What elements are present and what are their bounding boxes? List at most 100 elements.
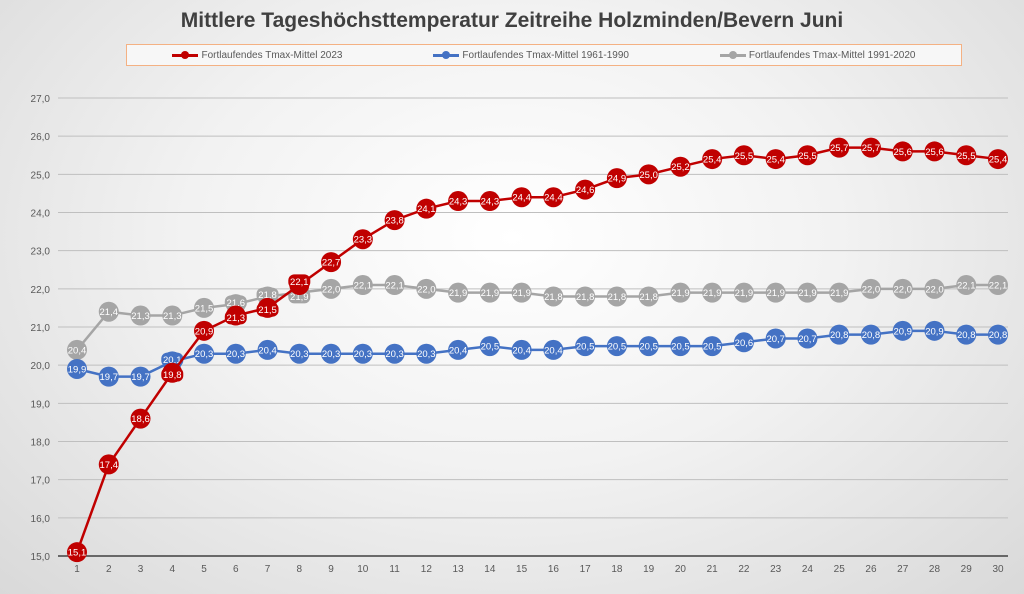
data-point — [860, 324, 881, 345]
data-point — [829, 282, 850, 303]
data-point — [924, 278, 945, 299]
data-point — [130, 305, 151, 326]
data-label: 21,5 — [258, 305, 277, 316]
data-label: 25,7 — [830, 143, 849, 154]
data-point — [702, 336, 723, 357]
data-label: 20,7 — [798, 334, 817, 345]
data-label: 20,5 — [608, 342, 627, 353]
data-label: 22,0 — [417, 284, 436, 295]
data-label: 20,8 — [862, 330, 881, 341]
data-label: 20,9 — [925, 326, 944, 337]
data-point — [194, 297, 215, 318]
x-tick-label: 11 — [389, 564, 400, 575]
data-label: 20,3 — [227, 349, 246, 360]
data-point — [352, 343, 373, 364]
data-point — [892, 320, 913, 341]
y-tick-label: 15,0 — [31, 552, 51, 563]
data-label: 21,9 — [735, 288, 754, 299]
data-label: 20,3 — [195, 349, 214, 360]
data-label: 20,5 — [671, 342, 690, 353]
data-point — [257, 339, 278, 360]
data-point — [829, 137, 850, 158]
data-label: 22,0 — [322, 284, 341, 295]
data-point — [98, 454, 119, 475]
data-point — [416, 198, 437, 219]
data-point — [606, 168, 627, 189]
data-point — [765, 149, 786, 170]
data-point — [670, 336, 691, 357]
data-label: 21,9 — [512, 288, 531, 299]
chart-title: Mittlere Tageshöchsttemperatur Zeitreihe… — [180, 9, 844, 32]
data-label: 20,5 — [481, 342, 500, 353]
data-point — [670, 156, 691, 177]
x-tick-label: 25 — [834, 564, 846, 575]
data-label: 25,4 — [766, 155, 785, 166]
data-label: 19,7 — [131, 372, 150, 383]
data-label: 20,3 — [322, 349, 341, 360]
data-label: 20,3 — [354, 349, 373, 360]
data-point — [479, 282, 500, 303]
data-label: 20,4 — [449, 345, 468, 356]
series-1: 19,9 19,7 19,7 20,1 20,3 20,3 20,4 20,3 20,3 20,3… — [67, 320, 1008, 387]
data-label: 23,8 — [385, 216, 404, 227]
data-label: 21,9 — [766, 288, 785, 299]
data-point — [321, 343, 342, 364]
data-label: 22,1 — [989, 281, 1008, 292]
series-line — [76, 329, 998, 378]
data-label: 20,5 — [576, 342, 595, 353]
data-label-background — [256, 302, 279, 317]
data-label: 21,8 — [576, 292, 595, 303]
data-label: 20,9 — [195, 326, 214, 337]
data-label-background — [161, 367, 184, 382]
x-tick-label: 20 — [675, 564, 687, 575]
y-tick-label: 18,0 — [31, 438, 51, 449]
data-label: 21,9 — [290, 292, 309, 303]
x-tick-label: 30 — [992, 564, 1004, 575]
data-label: 24,3 — [449, 197, 468, 208]
data-label: 20,9 — [893, 326, 912, 337]
data-label: 18,6 — [131, 414, 150, 425]
data-point — [575, 179, 596, 200]
data-label-background — [224, 295, 247, 310]
data-label: 20,3 — [417, 349, 436, 360]
data-label: 20,6 — [735, 338, 754, 349]
data-label: 25,5 — [735, 151, 754, 162]
data-point — [988, 324, 1008, 345]
data-label: 20,4 — [512, 345, 531, 356]
data-point — [321, 252, 342, 273]
data-point — [543, 187, 564, 208]
data-point — [575, 286, 596, 307]
data-point — [543, 286, 564, 307]
x-tick-label: 13 — [453, 564, 465, 575]
data-point — [130, 366, 151, 387]
data-label: 25,7 — [862, 143, 881, 154]
data-label: 19,8 — [163, 370, 182, 381]
data-point — [956, 275, 977, 296]
data-point — [702, 149, 723, 170]
data-point — [225, 343, 246, 364]
series-2: 20,4 21,4 21,3 21,3 21,5 21,6 21,8 21,9 22,0 22,1… — [67, 275, 1008, 360]
data-point — [511, 339, 532, 360]
data-point — [733, 282, 754, 303]
data-label: 25,4 — [703, 155, 722, 166]
data-point — [194, 343, 215, 364]
data-point — [416, 278, 437, 299]
data-point — [924, 141, 945, 162]
x-tick-label: 23 — [770, 564, 782, 575]
data-point — [98, 301, 119, 322]
data-label: 21,3 — [227, 313, 246, 324]
x-tick-label: 3 — [138, 564, 144, 575]
legend-label: Fortlaufendes Tmax-Mittel 2023 — [201, 49, 343, 61]
y-tick-label: 24,0 — [31, 209, 51, 220]
x-tick-label: 8 — [297, 564, 303, 575]
data-point — [67, 542, 87, 563]
data-label: 24,9 — [608, 174, 627, 185]
x-tick-label: 1 — [74, 564, 80, 575]
data-point — [352, 229, 373, 250]
data-label: 21,9 — [671, 288, 690, 299]
data-label: 21,8 — [639, 292, 658, 303]
data-point — [606, 286, 627, 307]
x-tick-label: 22 — [738, 564, 750, 575]
data-label-background — [224, 310, 247, 325]
data-point — [892, 141, 913, 162]
